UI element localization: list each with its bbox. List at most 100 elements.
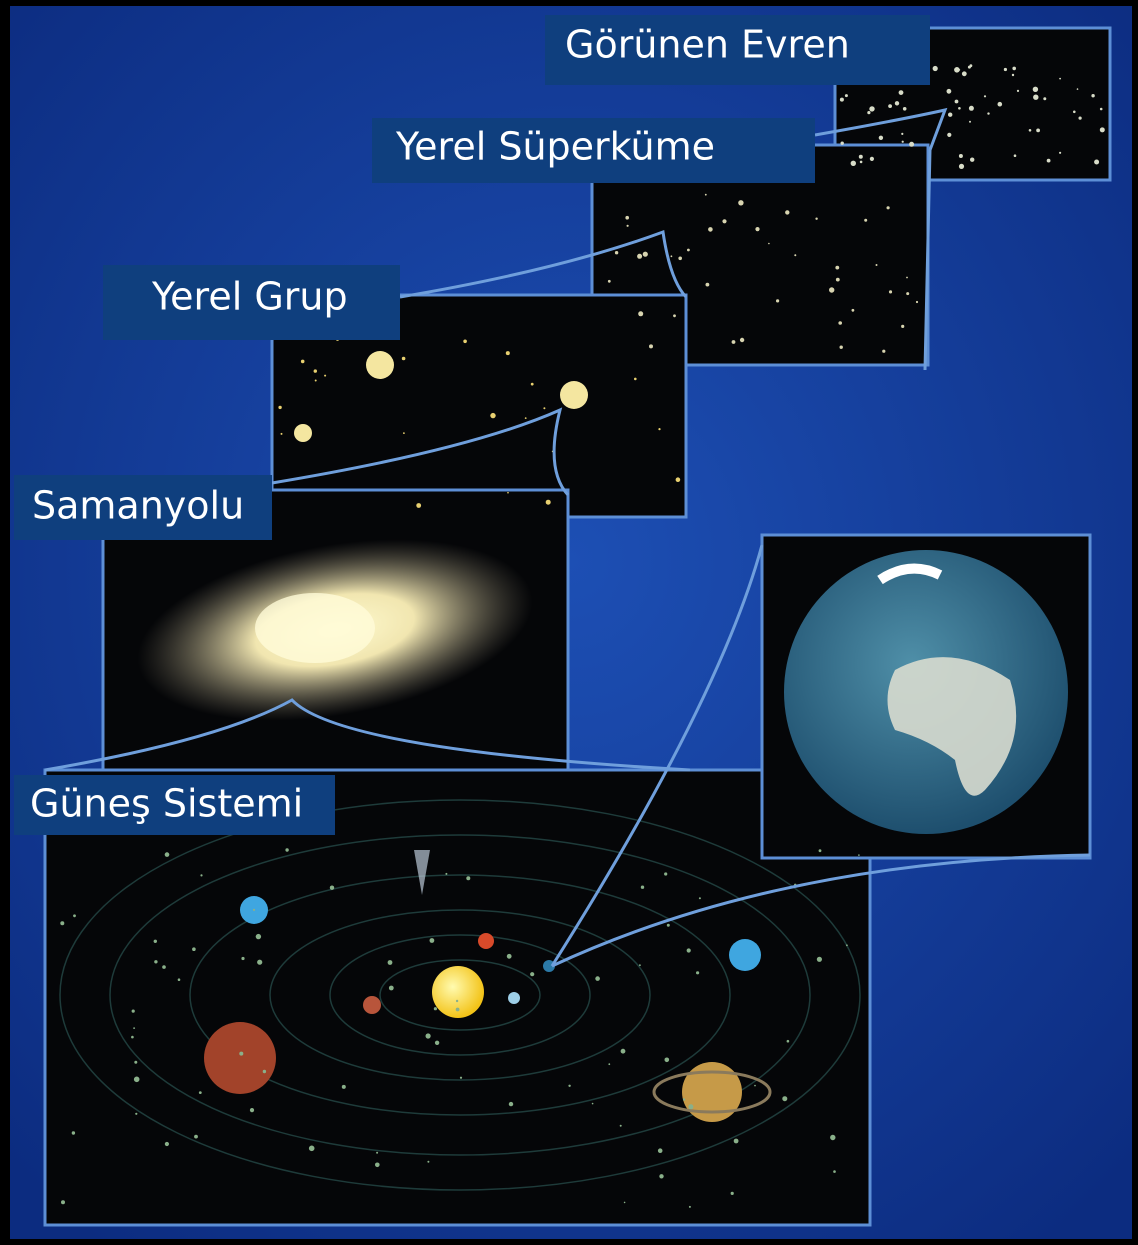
star (1073, 111, 1076, 114)
star (903, 107, 907, 111)
star (858, 854, 860, 856)
star (840, 346, 843, 349)
star (933, 66, 938, 71)
star (342, 1085, 346, 1089)
star (315, 380, 317, 382)
star (1029, 129, 1032, 132)
star (671, 255, 673, 257)
star (530, 972, 534, 976)
galaxy-dot (294, 424, 312, 442)
star (256, 934, 261, 939)
star (460, 1077, 462, 1079)
star (253, 909, 255, 911)
star (819, 849, 822, 852)
star (200, 874, 202, 876)
star (1017, 90, 1019, 92)
star (673, 314, 676, 317)
star (132, 1010, 135, 1013)
star (301, 360, 305, 364)
star (324, 375, 326, 377)
star (852, 309, 855, 312)
star (870, 157, 874, 161)
star (507, 492, 509, 494)
star (869, 106, 874, 111)
planet (204, 1022, 276, 1094)
planet (729, 939, 761, 971)
star (840, 98, 844, 102)
star (134, 1077, 140, 1083)
star (1012, 67, 1016, 71)
star (278, 406, 281, 409)
star (592, 1103, 594, 1105)
star (731, 1192, 734, 1195)
star (947, 133, 951, 137)
star (984, 95, 986, 97)
star (543, 407, 545, 409)
planet (508, 992, 520, 1004)
star (699, 897, 701, 899)
star (667, 924, 670, 927)
star (1091, 94, 1094, 97)
star (525, 417, 527, 419)
star (696, 971, 699, 974)
star (888, 104, 892, 108)
star (948, 113, 952, 117)
star (734, 1139, 739, 1144)
star (836, 278, 840, 282)
star (309, 1146, 315, 1152)
star (998, 102, 1003, 107)
star (60, 921, 64, 925)
star (131, 1036, 134, 1039)
star (643, 252, 648, 257)
star (639, 964, 641, 966)
star (665, 1058, 670, 1063)
star (970, 158, 974, 162)
star (876, 264, 878, 266)
star (456, 1008, 460, 1012)
star (625, 216, 629, 220)
star (416, 503, 421, 508)
star (490, 413, 495, 418)
star (445, 873, 447, 875)
star (860, 161, 863, 164)
level-label: Güneş Sistemi (30, 782, 303, 826)
level-label: Yerel Süperküme (395, 125, 715, 169)
star (376, 1152, 378, 1154)
star (658, 428, 660, 430)
star (1100, 127, 1105, 132)
star (689, 1206, 691, 1208)
star (165, 852, 170, 857)
star (947, 89, 952, 94)
star (1014, 154, 1017, 157)
star (785, 210, 789, 214)
scale-of-universe-diagram: Görünen Evren Yerel Süperküme Yerel Grup… (0, 0, 1138, 1245)
star (815, 218, 817, 220)
star (846, 944, 848, 946)
star (285, 848, 288, 851)
star (634, 378, 637, 381)
star (987, 112, 989, 114)
star (829, 287, 834, 292)
star (546, 500, 551, 505)
star (615, 251, 618, 254)
star (641, 886, 644, 889)
star (738, 200, 743, 205)
star (706, 283, 710, 287)
star (794, 254, 796, 256)
star (906, 292, 909, 295)
star (845, 94, 848, 97)
star (402, 357, 406, 361)
star (389, 986, 394, 991)
star (568, 1085, 570, 1087)
star (901, 133, 903, 135)
star (687, 249, 690, 252)
star (879, 136, 883, 140)
star (1059, 152, 1061, 154)
star (434, 1007, 437, 1010)
star (776, 299, 779, 302)
level-label: Görünen Evren (565, 23, 850, 67)
star (962, 71, 967, 76)
star (621, 1049, 626, 1054)
star (959, 164, 964, 169)
star (375, 1163, 380, 1168)
